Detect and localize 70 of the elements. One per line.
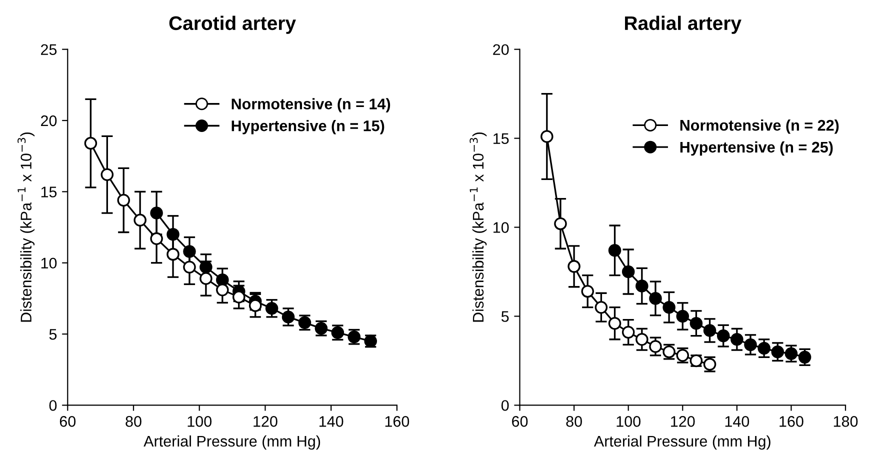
point xyxy=(150,232,163,246)
point xyxy=(798,350,812,364)
point xyxy=(232,290,246,304)
point xyxy=(282,310,295,324)
x-tick-label: 60 xyxy=(60,416,76,427)
x-tick-label: 60 xyxy=(512,416,528,427)
y-tick-label: 0 xyxy=(501,400,509,411)
point xyxy=(554,217,567,230)
legend-label: Hypertensive (n = 15) xyxy=(232,120,384,134)
legend-label: Hypertensive (n = 25) xyxy=(680,141,833,156)
x-tick-label: 180 xyxy=(834,416,858,427)
point xyxy=(730,332,744,346)
y-tick-label: 20 xyxy=(41,115,57,126)
chart-title: Radial artery xyxy=(625,16,742,34)
legend-label: Normotensive (n = 14) xyxy=(232,98,390,112)
point xyxy=(100,168,114,181)
point xyxy=(608,316,622,330)
y-tick-label: 5 xyxy=(49,329,57,340)
x-tick-label: 140 xyxy=(320,416,344,427)
y-tick-label: 15 xyxy=(494,133,509,144)
y-axis-title: Distensibility (kPa$^{−1}$ x 10$^{−3}$) xyxy=(18,132,35,322)
point xyxy=(662,300,676,314)
point xyxy=(649,340,662,353)
x-axis-title: Arterial Pressure (mm Hg) xyxy=(594,435,770,450)
point xyxy=(636,280,648,292)
y-tick-label: 0 xyxy=(49,400,57,411)
point xyxy=(622,265,635,278)
point xyxy=(636,332,648,346)
point xyxy=(581,284,594,298)
point xyxy=(649,292,662,305)
x-tick-label: 160 xyxy=(780,416,804,427)
point xyxy=(771,345,784,358)
point xyxy=(622,326,635,339)
y-tick-label: 10 xyxy=(41,258,57,269)
point xyxy=(183,260,196,274)
y-tick-label: 15 xyxy=(41,186,57,198)
x-tick-label: 160 xyxy=(385,416,410,427)
x-tick-label: 100 xyxy=(188,416,212,427)
y-tick-label: 25 xyxy=(41,44,57,56)
point xyxy=(134,214,146,227)
point xyxy=(594,300,608,314)
y-tick-label: 20 xyxy=(493,44,509,56)
point xyxy=(200,272,212,285)
x-tick-label: 100 xyxy=(616,416,640,427)
legend-label: Normotensive (n = 22) xyxy=(680,120,839,134)
chart-title: Carotid artery xyxy=(169,16,296,34)
point xyxy=(703,324,716,337)
point xyxy=(744,338,757,352)
point xyxy=(568,260,580,273)
point xyxy=(84,136,98,150)
x-axis-title: Arterial Pressure (mm Hg) xyxy=(144,435,320,450)
x-tick-label: 80 xyxy=(126,416,142,427)
x-tick-label: 140 xyxy=(725,416,750,427)
x-tick-label: 120 xyxy=(254,416,278,427)
point xyxy=(248,299,262,312)
point xyxy=(716,329,730,342)
point xyxy=(690,316,703,330)
y-axis-title: Distensibility (kPa$^{−1}$ x 10$^{−3}$) xyxy=(470,132,487,322)
y-tick-label: 5 xyxy=(501,311,509,322)
point xyxy=(166,248,180,261)
point xyxy=(216,284,229,296)
point xyxy=(265,302,278,315)
x-tick-label: 120 xyxy=(671,416,695,427)
point xyxy=(540,130,554,143)
point xyxy=(117,194,130,207)
y-tick-label: 10 xyxy=(494,222,509,233)
x-tick-label: 80 xyxy=(566,416,582,427)
point xyxy=(758,342,770,355)
point xyxy=(676,310,690,323)
point xyxy=(608,244,622,257)
